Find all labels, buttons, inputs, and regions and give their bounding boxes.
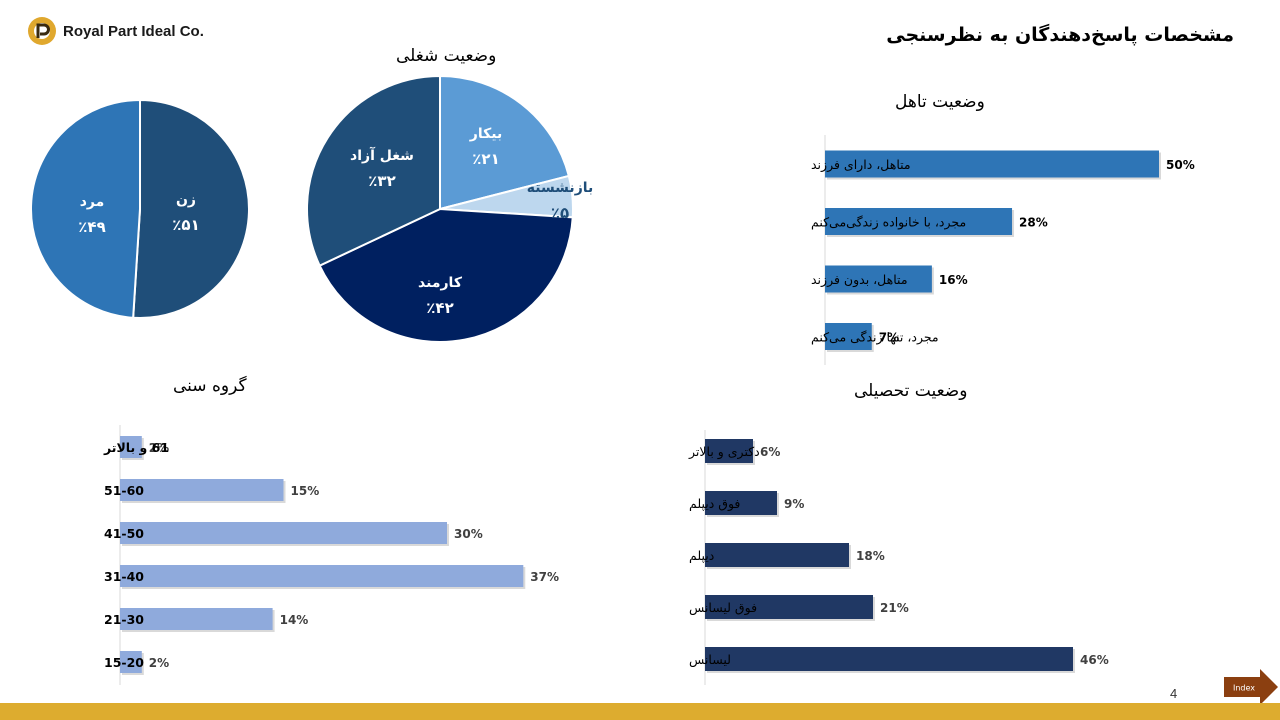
bar [120, 479, 284, 501]
pie-slice [30, 98, 141, 319]
bar [825, 323, 872, 350]
index-button[interactable]: Index [1224, 669, 1278, 709]
category-label: 31-40 [104, 569, 144, 584]
category-label: 61 و بالاتر [103, 440, 169, 455]
bar [825, 150, 1159, 178]
page-title: مشخصات پاسخ‌دهندگان به نظرسنجی [886, 24, 1234, 46]
pie-slice-value: ٪۵۱ [172, 216, 199, 234]
bar [120, 522, 447, 544]
pie-slice-value: ٪۴۲ [426, 299, 453, 317]
category-label: 41-50 [104, 526, 144, 541]
employment-chart-title: وضعیت شغلی [396, 46, 497, 66]
logo-mark-icon [28, 17, 56, 45]
pie-slice [439, 74, 571, 211]
age-chart-title: گروه سنی [173, 376, 247, 396]
category-label: دکتری و بالاتر [688, 444, 760, 460]
bar-value-label: 2% [149, 441, 169, 455]
bar-value-label: 30% [454, 527, 483, 541]
education-bar-chart: 6%دکتری و بالاتر 9% فوق دیپلم 18% دیپلم 21% فو… [688, 430, 1109, 685]
pie-slice-label: زن [176, 192, 196, 208]
pie-slice [132, 98, 250, 319]
page-number: 4 [1170, 686, 1178, 701]
bar [120, 436, 142, 458]
bar-value-label: 50% [1166, 158, 1195, 172]
category-label: فوق لیسانس [689, 600, 757, 616]
bar-value-label: 37% [530, 570, 559, 584]
bar-value-label: 9% [784, 497, 804, 511]
category-label: دیپلم [689, 548, 714, 564]
bar-value-label: 46% [1080, 653, 1109, 667]
bar-value-label: 2% [149, 656, 169, 670]
pie-slice-label: بازنشسته [527, 180, 594, 196]
pie-slice-value: ٪۵ [551, 204, 569, 222]
category-label: 21-30 [104, 612, 144, 627]
index-arrow-icon[interactable]: Index [1224, 669, 1278, 705]
bar [825, 208, 1013, 235]
category-label: مجرد، تنها زندگی می‌کنم [811, 330, 939, 346]
bar [120, 651, 142, 673]
footer-bar [0, 703, 1280, 720]
marital-chart-title: وضعیت تاهل [895, 92, 985, 112]
category-label: مجرد، با خانواده زندگی‌می‌کنم [811, 215, 966, 231]
bar-value-label: 18% [856, 549, 885, 563]
marital-bar-chart: 50% متاهل، دارای فرزند 28% مجرد، با خانواده… [811, 135, 1195, 365]
employment-pie-chart: بیکار ٪۲۱ بازنشسته ٪۵ کارمند ٪۴۲ شغل آزاد ٪۳۲ [306, 74, 594, 343]
bar-value-label: 6% [760, 445, 780, 459]
bar [825, 265, 932, 293]
category-label: 15-20 [104, 655, 144, 670]
bar-value-label: 14% [280, 613, 309, 627]
pie-slice [306, 74, 441, 267]
pie-slice-label: بیکار [469, 126, 502, 142]
bar-value-label: 21% [880, 601, 909, 615]
logo-text: Royal Part Ideal Co. [63, 22, 204, 40]
company-logo: Royal Part Ideal Co. [27, 16, 204, 46]
education-chart-title: وضعیت تحصیلی [854, 381, 968, 401]
pie-slice-label: شغل آزاد [350, 146, 414, 164]
category-label: 51-60 [104, 483, 144, 498]
pie-slice-label: مرد [80, 194, 105, 210]
bar [705, 647, 1073, 671]
bar [705, 595, 873, 619]
category-label: متاهل، بدون فرزند [811, 272, 908, 288]
pie-slice [318, 207, 574, 343]
pie-slice-value: ٪۲۱ [472, 150, 499, 168]
bar-value-label: 28% [1019, 216, 1048, 230]
pie-slice-label: کارمند [418, 275, 463, 291]
category-label: متاهل، دارای فرزند [811, 157, 911, 173]
bar [120, 565, 524, 587]
age-bar-chart: 2%61 و بالاتر15%51-6030%41-5037%31-4014%… [103, 425, 559, 685]
category-label: لیسانس [689, 652, 731, 668]
gender-pie-chart: زن ٪۵۱ مرد ٪۴۹ [30, 98, 250, 319]
bar-value-label: 15% [291, 484, 320, 498]
bar [705, 543, 849, 567]
bar-value-label: 16% [939, 273, 968, 287]
bar [120, 608, 273, 630]
index-label[interactable]: Index [1233, 684, 1255, 693]
category-label: فوق دیپلم [689, 496, 740, 512]
pie-slice-value: ٪۳۲ [368, 172, 395, 190]
bar-value-label: 7% [879, 331, 899, 345]
pie-slice-value: ٪۴۹ [78, 218, 105, 236]
bar [705, 491, 777, 515]
bar [705, 439, 753, 463]
